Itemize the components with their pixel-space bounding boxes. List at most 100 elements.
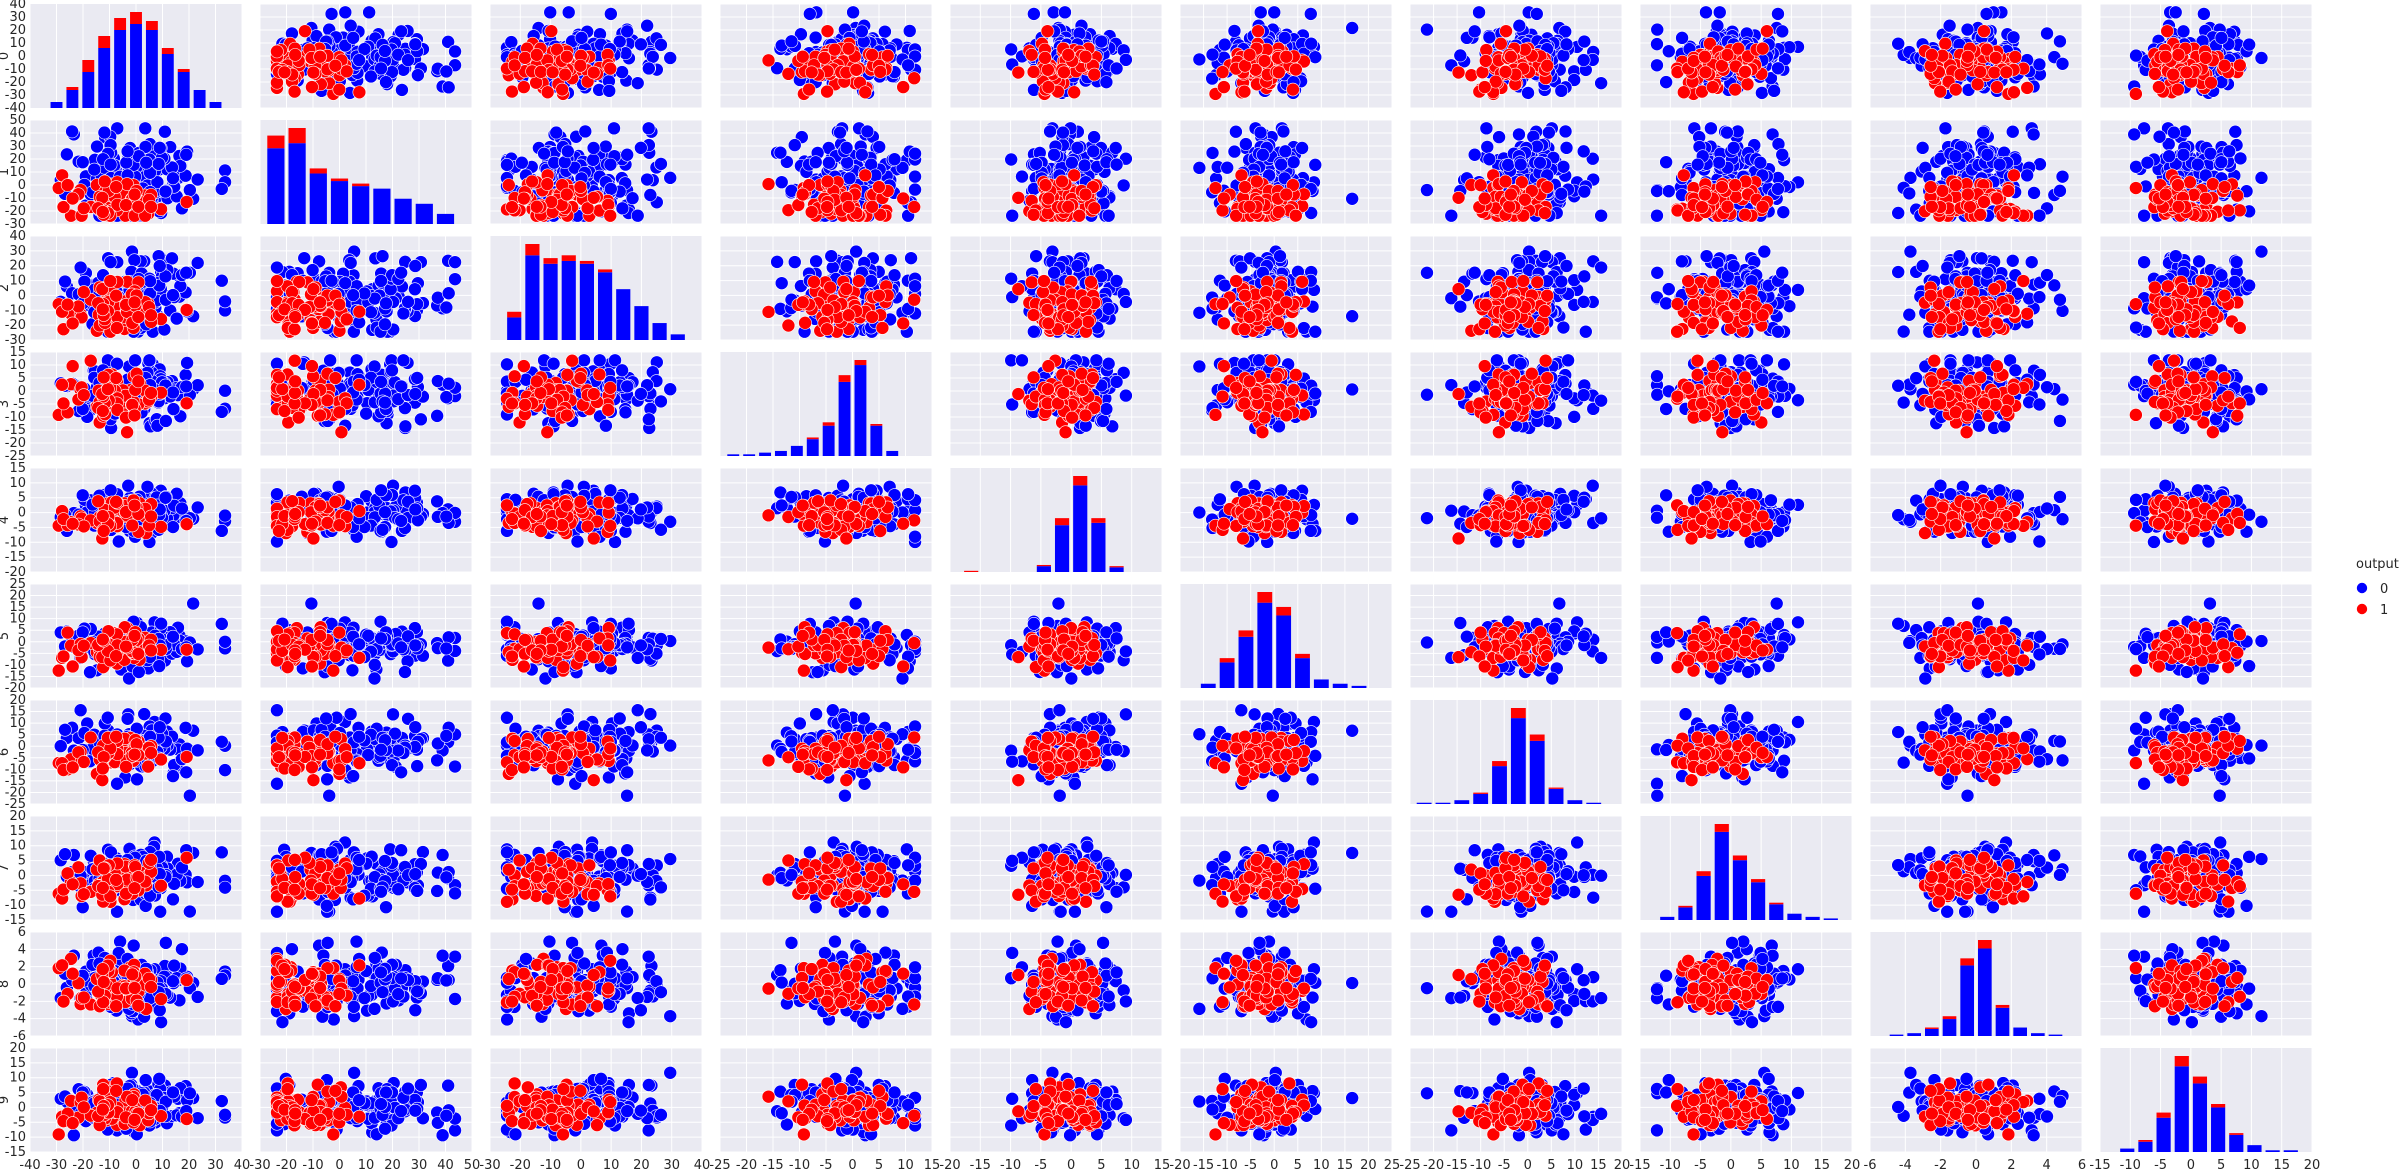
y-tick-label: 30 [9, 244, 26, 259]
point-0 [603, 157, 618, 172]
point-1 [2232, 58, 2247, 73]
point-0 [1286, 155, 1301, 169]
point-0 [1077, 158, 1092, 173]
point-1 [60, 178, 75, 192]
point-1 [1938, 36, 1953, 51]
point-0 [357, 286, 372, 301]
hist-bar-0 [193, 90, 206, 108]
point-0 [1650, 184, 1664, 198]
point-1 [1477, 80, 1492, 94]
point-0 [1444, 208, 1459, 223]
hist-bar-1 [352, 183, 370, 187]
point-1 [1242, 48, 1257, 62]
point-1 [529, 48, 544, 62]
point-0 [190, 172, 205, 187]
y-tick-label: -10 [5, 303, 26, 318]
point-1 [313, 49, 327, 64]
panel-1-3 [719, 119, 933, 225]
point-0 [1542, 125, 1556, 140]
point-0 [641, 121, 656, 136]
point-0 [338, 5, 353, 20]
point-1 [103, 274, 118, 288]
point-0 [1992, 157, 2007, 172]
point-1 [841, 41, 856, 56]
y-tick-label: 0 [18, 49, 26, 64]
point-0 [138, 140, 153, 154]
point-0 [58, 274, 72, 289]
point-0 [887, 152, 902, 167]
y-tick-label: -20 [5, 204, 26, 219]
point-0 [97, 125, 112, 140]
point-0 [379, 75, 393, 89]
point-1 [1040, 24, 1055, 38]
point-0 [151, 157, 166, 171]
point-0 [2197, 7, 2211, 21]
point-1 [1999, 65, 2014, 80]
point-0 [1345, 21, 1359, 35]
point-1 [896, 191, 910, 206]
point-1 [1286, 178, 1300, 192]
point-0 [166, 171, 180, 186]
point-0 [840, 155, 854, 170]
hist-bar-0 [634, 306, 649, 340]
point-0 [60, 147, 74, 162]
y-tick-label: -10 [5, 62, 26, 77]
point-0 [1529, 7, 1544, 21]
point-1 [339, 64, 354, 79]
y-tick-label: -20 [5, 75, 26, 90]
point-0 [408, 282, 422, 296]
point-1 [1078, 49, 1093, 64]
point-1 [1540, 180, 1555, 194]
point-0 [343, 256, 358, 270]
panel-1-9 [2099, 119, 2313, 225]
point-0 [654, 38, 668, 52]
hist-bar-0 [177, 72, 190, 108]
point-0 [634, 37, 648, 52]
point-1 [179, 303, 194, 317]
point-1 [2171, 82, 2185, 97]
point-1 [802, 178, 816, 192]
point-1 [1963, 200, 1977, 214]
point-1 [586, 65, 601, 80]
point-1 [1988, 51, 2003, 65]
point-1 [525, 174, 539, 189]
hist-bar-1 [288, 128, 306, 144]
point-1 [1279, 187, 1294, 202]
panel-1-5 [1179, 119, 1393, 225]
point-1 [2204, 75, 2218, 90]
point-1 [2007, 168, 2021, 183]
point-0 [2254, 51, 2269, 65]
point-0 [2190, 157, 2205, 172]
point-0 [1979, 7, 1994, 21]
point-0 [1942, 18, 1957, 33]
point-0 [1004, 42, 1018, 57]
point-0 [2222, 144, 2237, 159]
point-0 [1594, 76, 1608, 90]
point-0 [642, 61, 656, 76]
point-1 [1229, 208, 1243, 223]
point-0 [364, 69, 378, 84]
point-0 [1304, 206, 1318, 220]
point-1 [518, 51, 532, 65]
point-1 [109, 288, 123, 303]
point-1 [517, 191, 531, 206]
point-1 [1715, 58, 1729, 73]
hist-bar-0 [130, 24, 142, 108]
panel-0-1 [259, 3, 473, 109]
hist-bar-0 [145, 30, 158, 108]
point-0 [364, 305, 378, 320]
point-1 [1498, 174, 1513, 189]
point-0 [439, 300, 454, 315]
point-0 [1220, 160, 1235, 175]
point-0 [1277, 31, 1292, 45]
point-1 [144, 200, 158, 214]
point-0 [620, 147, 634, 162]
point-1 [1973, 207, 1988, 222]
point-1 [1677, 85, 1691, 100]
point-0 [2053, 34, 2067, 49]
point-1 [1451, 190, 1466, 205]
point-0 [1659, 155, 1673, 169]
y-tick-label: -20 [5, 318, 26, 333]
point-1 [1515, 175, 1529, 190]
